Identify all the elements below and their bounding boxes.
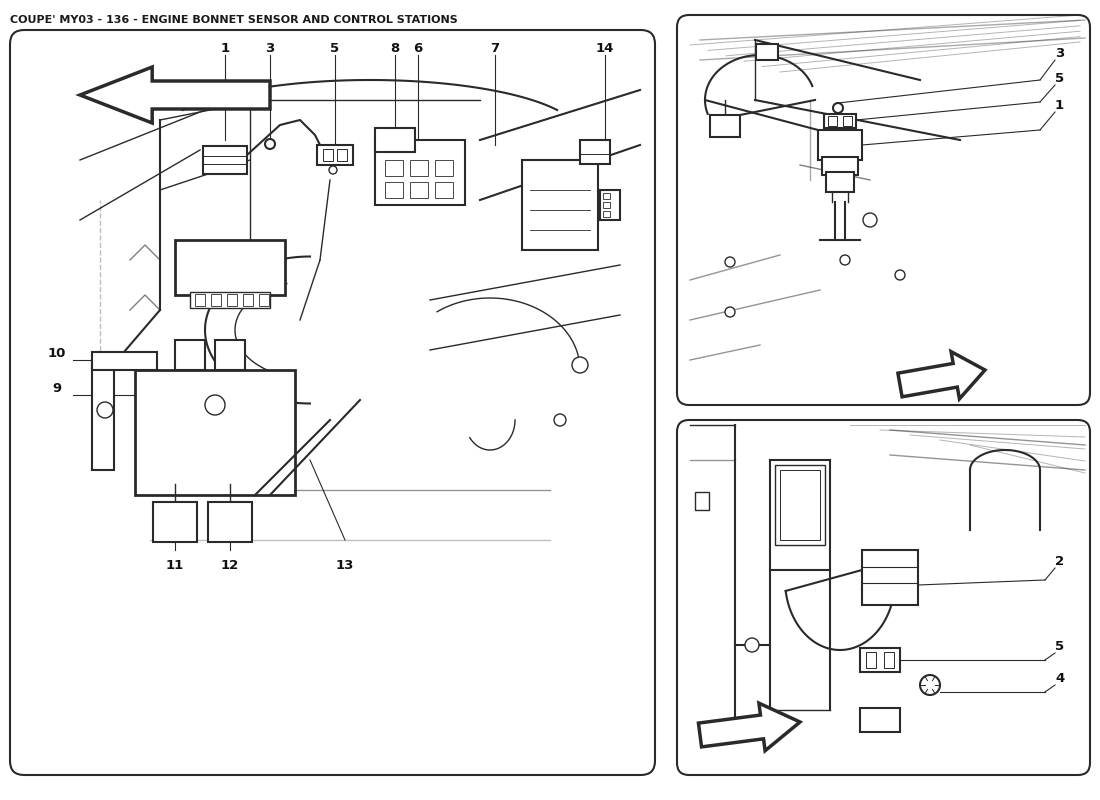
- Bar: [214, 340, 245, 370]
- Bar: [175, 240, 285, 295]
- Circle shape: [265, 139, 275, 149]
- Text: COUPE' MY03 - 136 - ENGINE BONNET SENSOR AND CONTROL STATIONS: COUPE' MY03 - 136 - ENGINE BONNET SENSOR…: [10, 15, 458, 25]
- FancyBboxPatch shape: [10, 30, 654, 775]
- Text: eurospares: eurospares: [788, 190, 980, 219]
- Bar: [434, 160, 453, 176]
- Text: 9: 9: [53, 382, 62, 395]
- Text: eurospares: eurospares: [788, 590, 980, 619]
- Bar: [92, 360, 114, 470]
- Circle shape: [725, 257, 735, 267]
- Bar: [580, 140, 611, 164]
- Bar: [434, 182, 453, 198]
- Circle shape: [840, 255, 850, 265]
- FancyBboxPatch shape: [676, 15, 1090, 405]
- Bar: [385, 160, 403, 176]
- Text: 8: 8: [390, 42, 399, 55]
- Bar: [175, 340, 205, 370]
- Text: 2: 2: [1055, 555, 1064, 568]
- Bar: [860, 708, 900, 732]
- Bar: [776, 465, 825, 545]
- Bar: [204, 146, 248, 174]
- FancyBboxPatch shape: [676, 420, 1090, 775]
- Bar: [195, 294, 205, 306]
- Circle shape: [833, 103, 843, 113]
- Bar: [710, 115, 740, 137]
- Circle shape: [205, 395, 225, 415]
- Text: eurospares: eurospares: [107, 486, 424, 534]
- Bar: [211, 294, 221, 306]
- Circle shape: [864, 213, 877, 227]
- Circle shape: [572, 357, 588, 373]
- Text: 7: 7: [491, 42, 499, 55]
- Bar: [317, 145, 353, 165]
- Bar: [603, 193, 611, 199]
- Bar: [826, 172, 854, 192]
- Text: 3: 3: [1055, 47, 1065, 60]
- Circle shape: [725, 307, 735, 317]
- Bar: [385, 182, 403, 198]
- Bar: [323, 149, 333, 161]
- Bar: [756, 44, 778, 60]
- Text: 4: 4: [1055, 672, 1065, 685]
- Circle shape: [745, 638, 759, 652]
- Bar: [153, 502, 197, 542]
- Bar: [135, 370, 295, 495]
- Circle shape: [895, 270, 905, 280]
- Text: 3: 3: [265, 42, 275, 55]
- Circle shape: [554, 414, 566, 426]
- Bar: [227, 294, 236, 306]
- Bar: [522, 160, 598, 250]
- Polygon shape: [80, 67, 270, 123]
- Bar: [866, 652, 876, 668]
- Text: 13: 13: [336, 559, 354, 572]
- Text: 1: 1: [1055, 99, 1064, 112]
- Bar: [92, 352, 157, 370]
- Bar: [410, 182, 428, 198]
- Circle shape: [329, 166, 337, 174]
- Bar: [375, 140, 465, 205]
- Text: 6: 6: [414, 42, 422, 55]
- Text: 12: 12: [221, 559, 239, 572]
- Text: 5: 5: [1055, 72, 1064, 85]
- Text: 1: 1: [220, 42, 230, 55]
- Bar: [780, 470, 820, 540]
- Bar: [410, 160, 428, 176]
- Bar: [337, 149, 346, 161]
- Bar: [822, 157, 858, 175]
- Bar: [695, 492, 710, 510]
- Circle shape: [920, 675, 940, 695]
- Bar: [375, 128, 415, 152]
- Text: 14: 14: [596, 42, 614, 55]
- Bar: [258, 294, 270, 306]
- Bar: [824, 114, 856, 128]
- Text: 11: 11: [166, 559, 184, 572]
- Bar: [818, 130, 862, 160]
- Polygon shape: [698, 703, 800, 750]
- Polygon shape: [898, 352, 984, 399]
- Text: 5: 5: [1055, 640, 1064, 653]
- Text: 5: 5: [330, 42, 340, 55]
- Bar: [843, 116, 852, 126]
- Bar: [208, 502, 252, 542]
- Circle shape: [97, 402, 113, 418]
- Bar: [884, 652, 894, 668]
- Bar: [600, 190, 620, 220]
- Bar: [860, 648, 900, 672]
- Text: 10: 10: [47, 347, 66, 360]
- Bar: [243, 294, 253, 306]
- Bar: [828, 116, 837, 126]
- Bar: [862, 550, 918, 605]
- Bar: [190, 292, 270, 308]
- Bar: [603, 202, 611, 208]
- Bar: [603, 211, 611, 217]
